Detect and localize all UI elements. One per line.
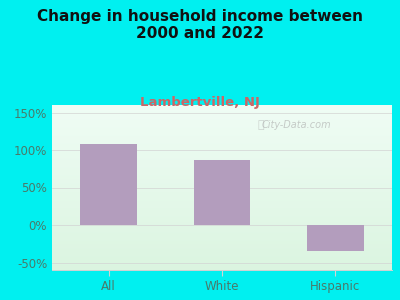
Text: ⓘ: ⓘ [258,120,264,130]
Text: Change in household income between
2000 and 2022: Change in household income between 2000 … [37,9,363,41]
Bar [307,225,364,251]
Text: Lambertville, NJ: Lambertville, NJ [140,96,260,109]
Bar [80,144,137,225]
Text: City-Data.com: City-Data.com [262,120,332,130]
Bar [194,160,250,225]
